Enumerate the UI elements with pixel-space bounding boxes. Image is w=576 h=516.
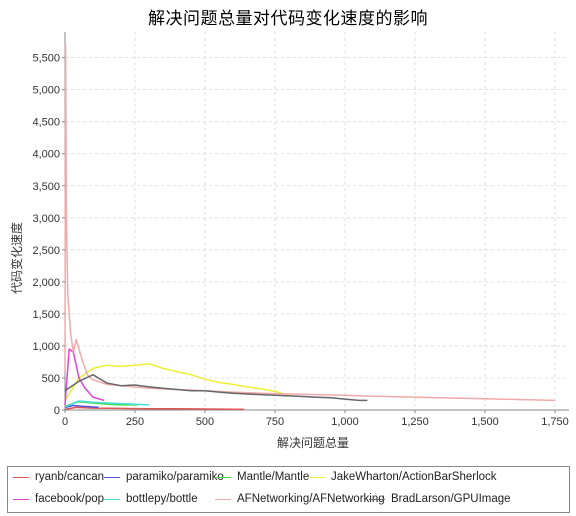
- x-tick-label: 0: [62, 416, 68, 428]
- x-tick-label: 250: [126, 416, 144, 428]
- legend-label: facebook/pop: [35, 493, 105, 505]
- y-tick-label: 4,000: [32, 149, 60, 161]
- y-tick-label: 3,500: [32, 181, 60, 193]
- x-tick-label: 1,000: [331, 416, 359, 428]
- chart-plot: 0 250 500 750 1,000 1,250 1,500 1,750 0 500 1,000 1…: [9, 32, 569, 450]
- legend-label: AFNetworking/AFNetworking: [237, 493, 385, 505]
- y-tick-label: 5,000: [32, 85, 60, 97]
- series-line-bottlepy-bottle: [64, 400, 150, 408]
- y-tick-label: 1,000: [32, 341, 60, 353]
- series-line-facebook-pop: [64, 348, 105, 405]
- y-tick-label: 4,500: [32, 117, 60, 129]
- legend-item: JakeWharton/ActionBarSherlock: [309, 471, 497, 483]
- x-tick-label: 500: [196, 416, 214, 428]
- y-tick-label: 3,000: [32, 213, 60, 225]
- legend-item: bottlepy/bottle: [104, 493, 198, 505]
- y-tick-label: 0: [54, 405, 60, 417]
- legend-swatch: [13, 498, 29, 500]
- chart-legend: ryanb/cancan paramiko/paramiko Mantle/Mant…: [7, 466, 570, 513]
- y-tick-label: 1,500: [32, 309, 60, 321]
- legend-swatch: [309, 476, 325, 478]
- y-tick-label: 500: [42, 373, 60, 385]
- y-tick-label: 2,500: [32, 245, 60, 257]
- series-line-ryanb-cancan: [64, 406, 245, 411]
- legend-label: bottlepy/bottle: [126, 493, 198, 505]
- legend-swatch: [104, 498, 120, 500]
- legend-swatch: [13, 476, 29, 478]
- x-tick-label: 1,500: [471, 416, 499, 428]
- x-tick-label: 1,750: [541, 416, 569, 428]
- legend-swatch: [369, 498, 385, 500]
- series-line-bradlarson-gpuimage: [64, 374, 368, 402]
- chart-title: 解决问题总量对代码变化速度的影响: [148, 9, 428, 29]
- x-tick-label: 750: [266, 416, 284, 428]
- legend-swatch: [215, 498, 231, 500]
- legend-item: BradLarson/GPUImage: [369, 493, 511, 505]
- legend-swatch: [215, 476, 231, 478]
- y-axis-label: 代码变化速度: [9, 222, 24, 294]
- legend-item: paramiko/paramiko: [104, 471, 224, 483]
- legend-item: Mantle/Mantle: [215, 471, 309, 483]
- legend-label: Mantle/Mantle: [237, 471, 310, 483]
- legend-item: ryanb/cancan: [13, 471, 104, 483]
- x-tick-label: 1,250: [401, 416, 429, 428]
- y-tick-label: 2,000: [32, 277, 60, 289]
- legend-label: JakeWharton/ActionBarSherlock: [331, 471, 497, 483]
- plot-background: [65, 32, 569, 410]
- series-line-paramiko-paramiko: [64, 404, 99, 409]
- legend-swatch: [104, 476, 120, 478]
- legend-item: facebook/pop: [13, 493, 104, 505]
- legend-item: AFNetworking/AFNetworking: [215, 493, 385, 505]
- y-tick-label: 5,500: [32, 53, 60, 65]
- legend-label: BradLarson/GPUImage: [391, 493, 511, 505]
- legend-label: paramiko/paramiko: [126, 471, 224, 483]
- x-axis-label: 解决问题总量: [277, 436, 349, 450]
- legend-label: ryanb/cancan: [35, 471, 105, 483]
- series-line-jakewharton-actionbarsherlock: [64, 363, 290, 401]
